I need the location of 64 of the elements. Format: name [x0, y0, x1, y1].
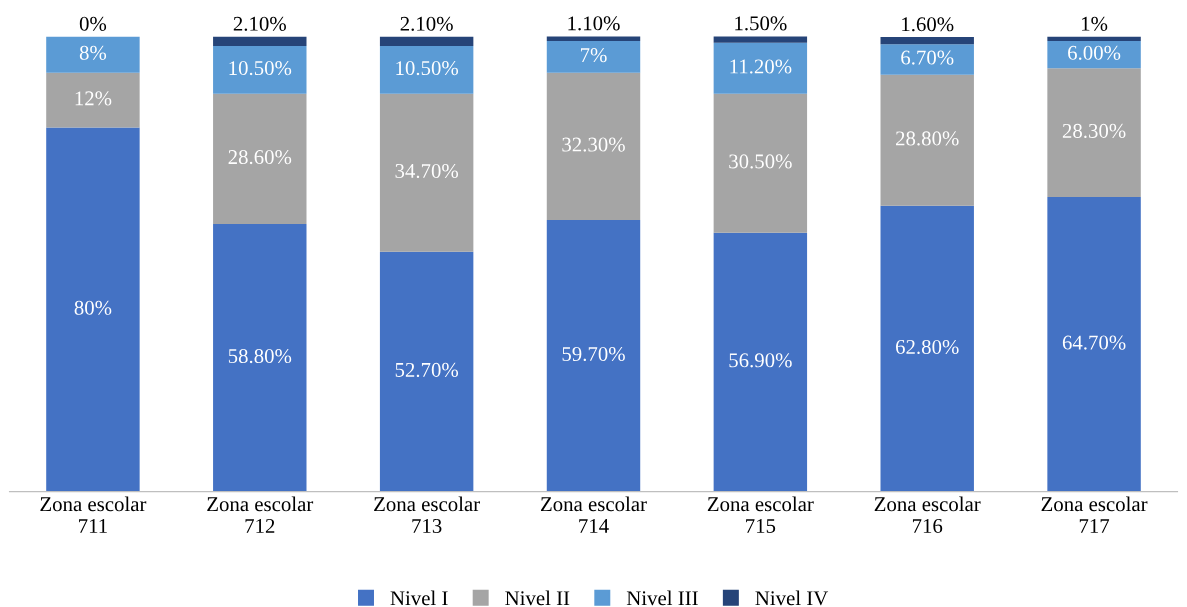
bar: [379, 93, 474, 252]
data-label: 10.50%: [229, 61, 292, 76]
bar: [713, 232, 808, 492]
data-label: 11.20%: [730, 59, 792, 74]
bar: [880, 74, 974, 206]
legend-label: Nivel IV: [755, 590, 829, 606]
bar: [379, 36, 474, 46]
data-label: 28.30%: [1062, 123, 1126, 139]
data-label: 56.90%: [729, 353, 792, 368]
data-label: 12%: [75, 91, 112, 106]
data-label: 52.70%: [395, 362, 459, 378]
data-label: 1%: [1082, 16, 1108, 31]
bar: [379, 45, 474, 94]
data-label: 7%: [580, 48, 607, 63]
bar: [1047, 40, 1141, 69]
bar: [379, 251, 474, 492]
bar: [880, 205, 974, 492]
data-label: 2.10%: [400, 16, 453, 31]
x-tick-label: Zona escolar 714: [540, 496, 647, 533]
bar: [546, 72, 641, 220]
data-label: 28.60%: [228, 150, 292, 165]
data-label: 2.10%: [233, 16, 286, 31]
x-tick-label: Zona escolar 713: [374, 496, 480, 533]
bar: [713, 42, 808, 94]
bar: [1047, 197, 1141, 492]
data-label: 0%: [79, 16, 107, 31]
bar: [713, 93, 808, 233]
data-label: 28.80%: [896, 131, 959, 146]
data-label: 10.50%: [396, 61, 459, 76]
bar: [213, 93, 307, 224]
data-label: 8%: [79, 45, 107, 60]
bar: [880, 36, 974, 45]
data-label: 59.70%: [562, 346, 625, 362]
legend-label: Nivel III: [626, 590, 698, 606]
data-label: 30.50%: [729, 154, 792, 169]
data-label: 1.50%: [735, 16, 787, 31]
bar: [213, 223, 307, 492]
data-label: 1.60%: [902, 17, 954, 32]
x-tick-label: Zona escolar 715: [707, 496, 814, 533]
data-label: 64.70%: [1062, 335, 1126, 350]
bar: [46, 127, 140, 492]
data-label: 58.80%: [228, 348, 292, 364]
data-label: 6.70%: [901, 50, 954, 65]
data-label: 32.30%: [562, 137, 625, 152]
legend-label: Nivel II: [505, 590, 570, 606]
bar: [546, 219, 641, 492]
bar: [213, 45, 307, 94]
data-label: 62.80%: [896, 339, 959, 355]
data-label: 1.10%: [568, 16, 620, 31]
bar: [1047, 68, 1141, 198]
x-tick-label: Zona escolar 711: [40, 496, 147, 533]
x-tick-label: Zona escolar 716: [874, 496, 981, 533]
x-tick-label: Zona escolar 717: [1041, 496, 1148, 533]
bar: [46, 36, 140, 73]
data-label: 80%: [74, 300, 112, 315]
bar: [713, 36, 808, 43]
data-label: 34.70%: [395, 163, 459, 179]
x-tick-label: Zona escolar 712: [207, 496, 314, 533]
bar: [880, 44, 974, 75]
data-label: 6.00%: [1068, 45, 1121, 60]
bar: [213, 36, 307, 46]
legend-label: Nivel I: [390, 590, 448, 606]
bar: [46, 72, 140, 128]
bar: [546, 40, 641, 73]
